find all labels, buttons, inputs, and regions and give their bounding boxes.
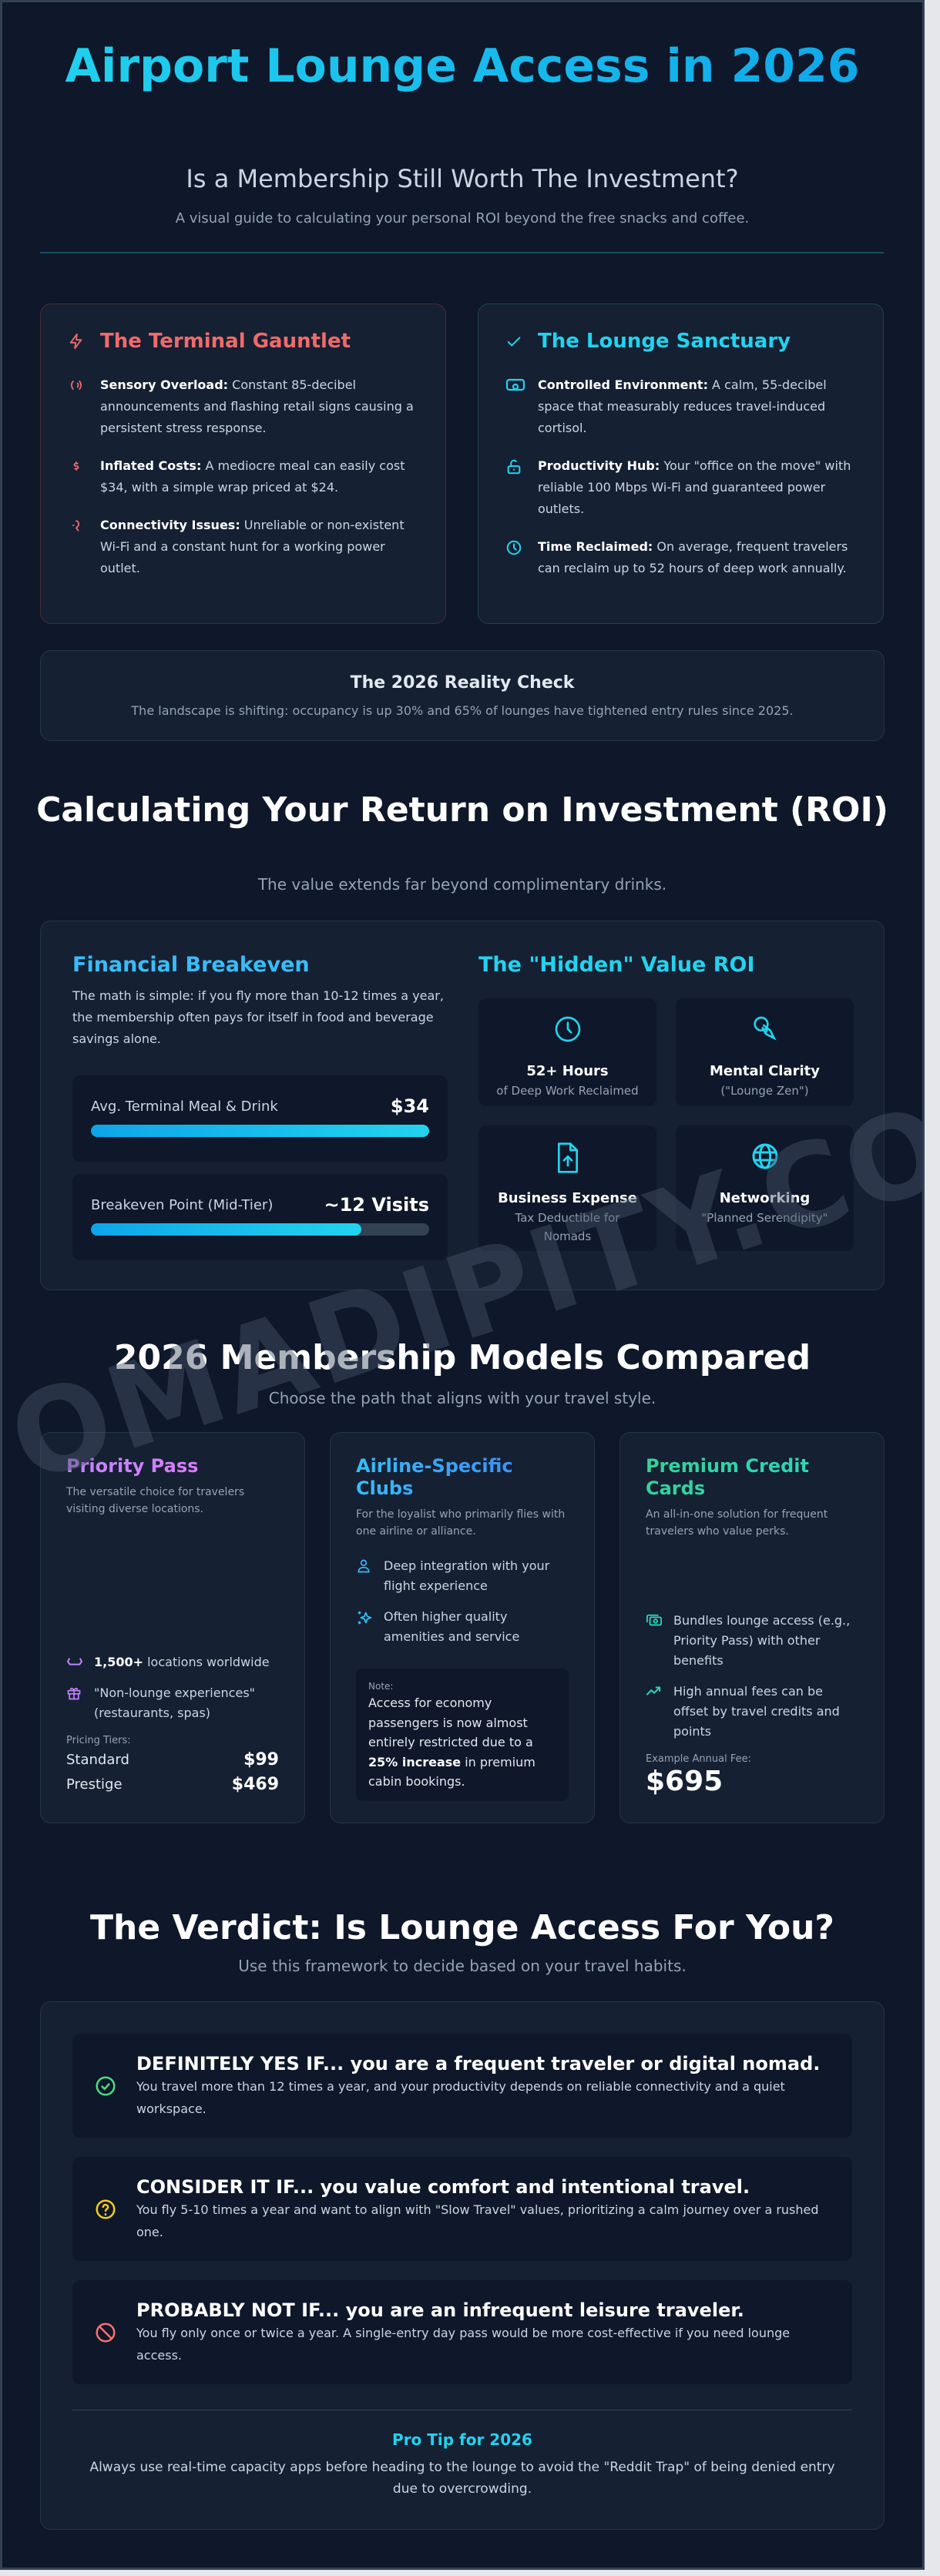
- unlock-icon: [505, 455, 538, 520]
- value-tile: Business Expense Tax Deductible for Noma…: [478, 1125, 656, 1251]
- page-subtitle: Is a Membership Still Worth The Investme…: [186, 164, 739, 193]
- membership-section-subtitle: Choose the path that aligns with your tr…: [268, 1389, 656, 1407]
- membership-card-priority-pass: Priority Pass The versatile choice for t…: [40, 1432, 305, 1823]
- membership-card-credit-cards: Premium Credit Cards An all-in-one solut…: [619, 1432, 885, 1823]
- sofa-icon: [505, 374, 538, 439]
- file-upload-icon: [478, 1141, 656, 1173]
- feature-item: Deep integration with your flight experi…: [356, 1556, 569, 1596]
- list-item: Productivity Hub: Your "office on the mo…: [505, 455, 860, 520]
- value-tile: Networking "Planned Serendipity": [676, 1125, 854, 1251]
- clock-icon: [505, 536, 538, 579]
- value-tile: 52+ Hours of Deep Work Reclaimed: [478, 998, 656, 1106]
- membership-desc: For the loyalist who primarily flies wit…: [356, 1508, 566, 1538]
- progress-bar-fill: [91, 1223, 362, 1236]
- progress-bar: [91, 1125, 429, 1137]
- lounge-sanctuary-card: The Lounge Sanctuary Controlled Environm…: [478, 304, 884, 624]
- price-tier: Prestige $469: [66, 1775, 279, 1794]
- check-icon: [505, 333, 538, 350]
- hidden-value-roi: The "Hidden" Value ROI 52+ Hours of Deep…: [478, 952, 854, 1251]
- roi-section-title: Calculating Your Return on Investment (R…: [36, 790, 888, 830]
- membership-desc: An all-in-one solution for frequent trav…: [646, 1508, 828, 1538]
- stat-breakeven: Breakeven Point (Mid-Tier) ~12 Visits: [72, 1174, 448, 1260]
- progress-bar-fill: [91, 1125, 429, 1137]
- question-circle-icon: [94, 2198, 136, 2221]
- financial-breakeven: Financial Breakeven The math is simple: …: [72, 952, 448, 1260]
- membership-section-title: 2026 Membership Models Compared: [113, 1338, 811, 1377]
- list-item: Controlled Environment: A calm, 55-decib…: [505, 374, 860, 439]
- list-item: Connectivity Issues: Unreliable or non-e…: [68, 515, 422, 579]
- gift-icon: [66, 1683, 94, 1723]
- list-item: Sensory Overload: Constant 85-decibel an…: [68, 374, 422, 439]
- list-item: Time Reclaimed: On average, frequent tra…: [505, 536, 860, 579]
- progress-bar: [91, 1223, 429, 1236]
- reality-check-text: The landscape is shifting: occupancy is …: [131, 703, 794, 718]
- verdict-card: DEFINITELY YES IF... you are a frequent …: [40, 2001, 885, 2530]
- verdict-item-no: PROBABLY NOT IF... you are an infrequent…: [72, 2280, 852, 2384]
- pro-tip-title: Pro Tip for 2026: [392, 2430, 532, 2449]
- feature-item: High annual fees can be offset by travel…: [646, 1682, 858, 1742]
- value-tile: Mental Clarity ("Lounge Zen"): [676, 998, 854, 1106]
- page-tagline: A visual guide to calculating your perso…: [175, 210, 750, 226]
- membership-title: Priority Pass: [66, 1455, 279, 1478]
- verdict-section-subtitle: Use this framework to decide based on yo…: [238, 1957, 687, 1975]
- card-title: The Lounge Sanctuary: [538, 330, 791, 353]
- sparkles-icon: [356, 1607, 384, 1647]
- sofa-icon: [66, 1652, 94, 1672]
- dollar-icon: [68, 455, 100, 498]
- hidden-value-title: The "Hidden" Value ROI: [478, 953, 755, 977]
- plug-icon: [68, 515, 100, 579]
- roi-card: Financial Breakeven The math is simple: …: [40, 921, 885, 1290]
- terminal-gauntlet-card: The Terminal Gauntlet Sensory Overload: …: [40, 304, 446, 624]
- card-title: The Terminal Gauntlet: [100, 330, 351, 353]
- financial-breakeven-text: The math is simple: if you fly more than…: [72, 988, 444, 1046]
- lightning-icon: [68, 332, 100, 351]
- user-icon: [356, 1556, 384, 1596]
- roi-section-subtitle: The value extends far beyond complimenta…: [257, 875, 667, 894]
- trending-up-icon: [646, 1682, 673, 1742]
- verdict-section-title: The Verdict: Is Lounge Access For You?: [90, 1908, 834, 1947]
- feature-item: "Non-lounge experiences" (restaurants, s…: [66, 1683, 279, 1723]
- clock-icon: [478, 1014, 656, 1045]
- brain-icon: [676, 1014, 854, 1045]
- verdict-item-yes: DEFINITELY YES IF... you are a frequent …: [72, 2034, 852, 2138]
- fee-label: Example Annual Fee:: [646, 1753, 751, 1765]
- feature-item: Often higher quality amenities and servi…: [356, 1607, 569, 1647]
- header-divider: [40, 252, 884, 253]
- reality-check-title: The 2026 Reality Check: [350, 673, 575, 693]
- feature-item: Bundles lounge access (e.g., Priority Pa…: [646, 1611, 858, 1671]
- cash-icon: [646, 1611, 673, 1671]
- membership-card-airline-clubs: Airline-Specific Clubs For the loyalist …: [330, 1432, 595, 1823]
- list-item: Inflated Costs: A mediocre meal can easi…: [68, 455, 422, 498]
- note-box: Note: Access for economy passengers is n…: [356, 1669, 569, 1801]
- reality-check-banner: The 2026 Reality Check The landscape is …: [40, 650, 885, 741]
- membership-title: Airline-Specific Clubs: [356, 1455, 569, 1500]
- pricing-label: Pricing Tiers:: [66, 1735, 131, 1746]
- page-title: Airport Lounge Access in 2026: [2, 39, 922, 94]
- membership-desc: The versatile choice for travelers visit…: [66, 1486, 245, 1515]
- feature-item: 1,500+ locations worldwide: [66, 1652, 279, 1672]
- price-tier: Standard $99: [66, 1750, 279, 1769]
- check-circle-icon: [94, 2075, 136, 2098]
- financial-breakeven-title: Financial Breakeven: [72, 953, 310, 977]
- globe-icon: [676, 1141, 854, 1172]
- sound-waves-icon: [68, 374, 100, 439]
- pro-tip: Pro Tip for 2026 Always use real-time ca…: [72, 2430, 852, 2500]
- stat-meal-cost: Avg. Terminal Meal & Drink $34: [72, 1075, 448, 1162]
- annual-fee: $695: [646, 1766, 723, 1797]
- verdict-item-consider: CONSIDER IT IF... you value comfort and …: [72, 2157, 852, 2261]
- pro-tip-text: Always use real-time capacity apps befor…: [89, 2460, 835, 2497]
- membership-title: Premium Credit Cards: [646, 1455, 858, 1500]
- ban-icon: [94, 2321, 136, 2344]
